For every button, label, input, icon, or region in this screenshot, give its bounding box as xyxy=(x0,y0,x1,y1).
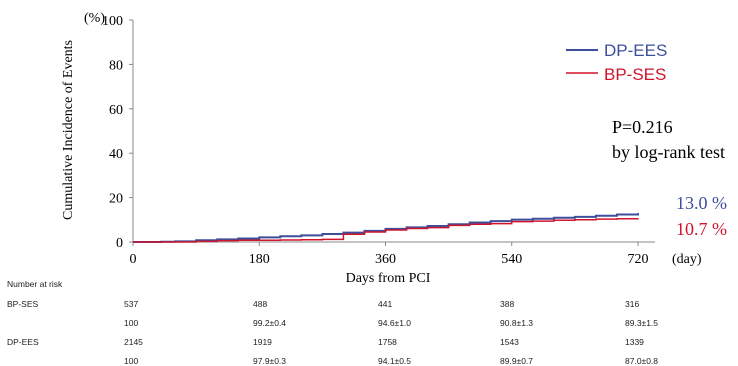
risk-cell: 100 xyxy=(124,318,139,328)
series-group xyxy=(133,213,639,243)
y-axis-label: Cumulative Incidence of Events xyxy=(61,40,76,220)
y-tick-label: 0 xyxy=(116,236,123,251)
risk-cell: 90.8±1.3 xyxy=(500,318,534,328)
x-axis-unit: (day) xyxy=(672,252,702,267)
risk-cell: 1339 xyxy=(625,337,644,347)
end-value-bp-ses: 10.7 % xyxy=(676,219,727,239)
risk-cell: 537 xyxy=(124,299,139,309)
test-name: by log-rank test xyxy=(612,142,725,162)
risk-table-title: Number at risk xyxy=(7,279,63,289)
risk-cell: 2145 xyxy=(124,337,143,347)
risk-cell: 94.1±0.5 xyxy=(378,356,412,366)
risk-cell: 488 xyxy=(253,299,268,309)
risk-cell: 94.6±1.0 xyxy=(378,318,412,328)
risk-cell: 89.9±0.7 xyxy=(500,356,534,366)
legend-label-dp-ees: DP-EES xyxy=(604,41,667,60)
risk-cell: 87.0±0.8 xyxy=(625,356,659,366)
risk-cell: 1543 xyxy=(500,337,519,347)
series-line-dp-ees xyxy=(133,213,639,243)
x-tick-label: 0 xyxy=(130,252,137,267)
p-value: P=0.216 xyxy=(612,117,673,137)
y-tick-label: 60 xyxy=(109,103,123,118)
y-axis-unit: (%) xyxy=(84,11,105,26)
risk-cell: 316 xyxy=(625,299,640,309)
risk-cell: 441 xyxy=(378,299,393,309)
legend-label-bp-ses: BP-SES xyxy=(604,65,666,84)
x-tick-label: 180 xyxy=(249,252,270,267)
risk-row-label: DP-EES xyxy=(7,337,39,347)
legend: DP-EES BP-SES xyxy=(566,41,667,84)
x-axis-label: Days from PCI xyxy=(346,271,431,286)
y-tick-label: 40 xyxy=(109,147,123,162)
axes: 0 20 40 60 80 100 0 180 360 540 720 xyxy=(102,14,655,267)
end-value-dp-ees: 13.0 % xyxy=(676,193,727,213)
risk-cell: 100 xyxy=(124,356,139,366)
risk-cell: 89.3±1.5 xyxy=(625,318,659,328)
x-tick-label: 540 xyxy=(501,252,522,267)
y-tick-label: 100 xyxy=(102,14,123,29)
y-tick-label: 20 xyxy=(109,192,123,207)
x-tick-label: 720 xyxy=(628,252,649,267)
risk-cell: 99.2±0.4 xyxy=(253,318,287,328)
risk-cell: 97.9±0.3 xyxy=(253,356,287,366)
risk-cell: 1919 xyxy=(253,337,272,347)
x-tick-label: 360 xyxy=(375,252,396,267)
y-tick-label: 80 xyxy=(109,58,123,73)
risk-row-label: BP-SES xyxy=(7,299,39,309)
risk-cell: 388 xyxy=(500,299,515,309)
risk-cell: 1758 xyxy=(378,337,397,347)
series-line-bp-ses xyxy=(133,217,639,243)
